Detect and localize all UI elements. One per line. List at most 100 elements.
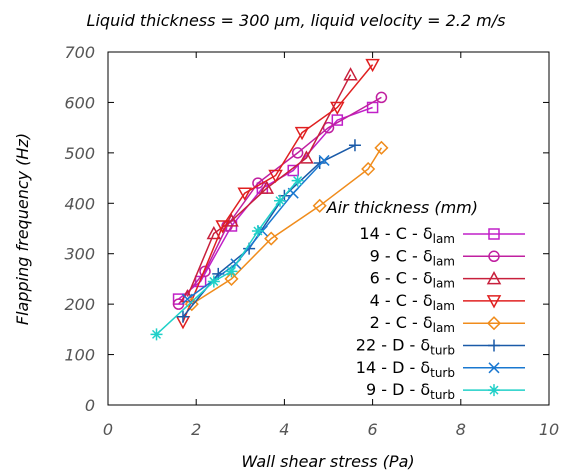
series-line [178,106,373,300]
series-7 [150,174,304,341]
data-point [343,67,358,81]
legend-swatch-marker [488,228,500,240]
legend-label-sub: turb [430,366,455,380]
legend-label: 14 - C - δlam [359,224,455,246]
data-point [176,310,189,323]
data-point [299,150,314,164]
data-point [172,298,185,310]
x-axis-title: Wall shear stress (Pa) [241,452,414,470]
legend-entry-7: 9 - D - δturb [366,380,525,402]
legend-label: 4 - C - δlam [370,291,455,313]
series-1 [172,91,388,310]
y-axis-title: Flapping frequency (Hz) [13,133,32,325]
data-point [374,140,389,155]
data-point [150,328,163,341]
legend-label-sub: lam [433,277,455,291]
legend-label-main: 22 - D - δ [356,336,430,355]
data-point [294,126,310,141]
data-point [259,180,275,194]
data-point [237,187,252,201]
data-point [313,156,326,169]
data-point [225,265,238,278]
x-tick-label: 6 [368,420,378,439]
legend-label: 9 - D - δturb [366,380,455,402]
data-point [365,58,380,73]
data-point [251,225,264,238]
legend-swatch-marker [488,250,500,263]
legend-label-main: 4 - C - δ [370,291,433,310]
legend-entry-0: 14 - C - δlam [359,224,525,246]
series-layer [150,58,389,341]
series-line [191,147,383,305]
data-point [322,121,335,134]
legend-label-main: 2 - C - δ [370,313,433,332]
legend-label-sub: turb [430,388,455,402]
legend-label: 2 - C - δlam [370,313,455,335]
y-tick-label: 100 [64,346,95,365]
series-3 [175,58,380,330]
legend-entry-3: 4 - C - δlam [370,291,525,313]
legend-label-sub: lam [433,254,455,268]
legend-title: Air thickness (mm) [326,198,478,217]
legend-entry-6: 14 - D - δturb [356,358,525,380]
legend-entry-2: 6 - C - δlam [370,269,525,291]
x-tick-label: 4 [279,420,289,439]
data-point [199,265,211,278]
data-point [291,147,304,159]
y-tick-label: 200 [64,295,95,314]
chart-title: Liquid thickness = 300 µm, liquid veloci… [87,11,506,30]
legend-swatch-marker [486,295,502,309]
legend-label: 9 - C - δlam [370,246,455,268]
data-point [361,161,376,177]
legend-label: 6 - C - δlam [370,269,455,291]
data-point [312,198,327,213]
legend-swatch-marker [488,339,500,352]
plot-frame [107,51,550,406]
y-tick-label: 400 [64,194,95,213]
series-line [182,64,374,323]
legend-entry-4: 2 - C - δlam [370,313,525,335]
x-tick-label: 10 [539,420,559,439]
legend-swatch-marker [486,271,502,285]
legend-label: 14 - D - δturb [356,358,455,380]
data-point [215,220,230,234]
legend-label-main: 14 - C - δ [359,224,432,243]
legend-swatch-marker [488,384,500,397]
x-tick-label: 8 [456,420,466,439]
legend-label-main: 9 - C - δ [370,246,433,265]
legend-entry-5: 22 - D - δturb [356,336,525,358]
data-point [375,91,388,104]
legend-swatch-marker [486,316,502,331]
legend-label: 22 - D - δturb [356,336,455,358]
data-point [287,164,299,177]
y-tick-label: 0 [85,396,95,415]
data-point [348,139,361,152]
legend-label-sub: lam [433,232,455,246]
data-point [264,231,279,246]
data-point [273,194,286,207]
legend-label-main: 9 - D - δ [366,380,430,399]
legend-label-sub: lam [433,321,455,335]
data-point [291,174,304,187]
x-tick-label: 0 [103,420,113,439]
y-tick-label: 700 [64,43,95,62]
data-point [206,225,222,240]
legend-swatch-marker [488,362,500,374]
y-tick-label: 300 [64,245,95,264]
legend-label-sub: lam [433,299,455,313]
data-point [318,154,330,166]
legend-label-main: 6 - C - δ [370,269,433,288]
legend-label-sub: turb [430,344,455,358]
y-tick-label: 600 [64,93,95,112]
series-line [178,96,382,305]
series-4 [184,140,389,312]
legend-entry-1: 9 - C - δlam [370,246,525,268]
y-tick-label: 500 [64,144,95,163]
data-point [224,271,239,286]
x-tick-label: 2 [191,420,201,439]
data-point [330,101,345,116]
series-line [186,74,352,297]
